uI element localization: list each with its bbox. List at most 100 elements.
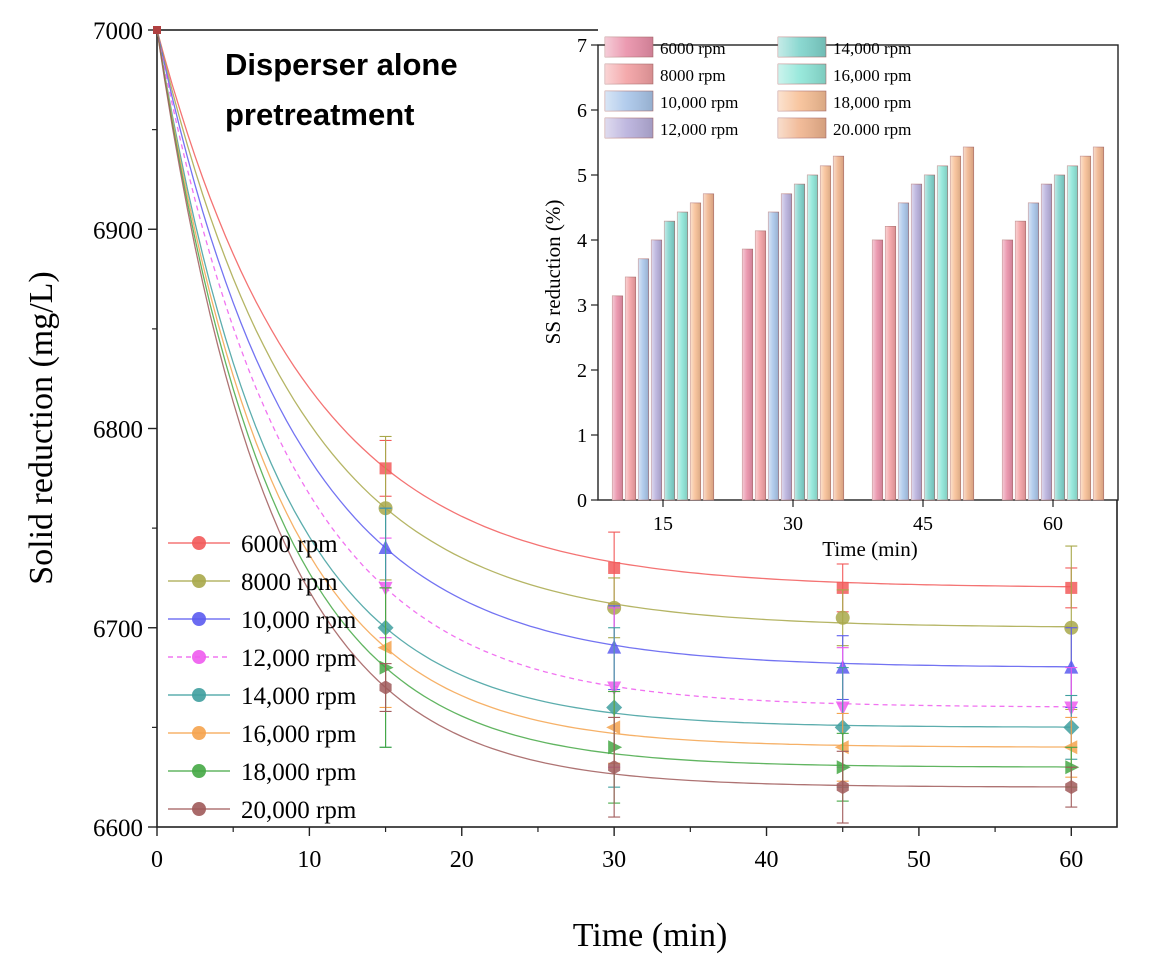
inset-x-tick-label: 15 bbox=[653, 513, 673, 535]
inset-legend-swatch-shade bbox=[778, 37, 826, 57]
inset-bar-shade bbox=[1080, 156, 1091, 500]
main-x-axis-label: Time (min) bbox=[573, 917, 728, 954]
inset-legend-label: 6000 rpm bbox=[660, 39, 726, 58]
inset-bar-shade bbox=[755, 230, 766, 500]
inset-bar-shade bbox=[807, 175, 818, 500]
inset-bar-shade bbox=[1093, 147, 1104, 501]
inset-legend-swatch-shade bbox=[605, 64, 653, 84]
legend-marker bbox=[192, 726, 206, 740]
data-point-series-7 bbox=[836, 760, 851, 775]
inset-bar-shade bbox=[963, 147, 974, 501]
inset-bar-shade bbox=[781, 193, 792, 500]
legend-label: 20,000 rpm bbox=[241, 797, 357, 824]
inset-legend: 6000 rpm 8000 rpm 10,000 rpm 12,000 rpm 14,0… bbox=[604, 36, 911, 139]
inset-x-tick-label: 45 bbox=[913, 513, 933, 535]
inset-legend-swatch-shade bbox=[605, 118, 653, 138]
inset-legend-label: 14,000 rpm bbox=[833, 39, 911, 58]
chart-title-line2: pretreatment bbox=[225, 97, 415, 132]
inset-bar-shade bbox=[625, 277, 636, 500]
inset-bar-shade bbox=[950, 156, 961, 500]
inset-bar-shade bbox=[638, 258, 649, 500]
inset-bar-shade bbox=[924, 175, 935, 500]
data-point-series-3 bbox=[1064, 659, 1079, 674]
y-tick-label: 6600 bbox=[93, 815, 143, 842]
legend-label: 16,000 rpm bbox=[241, 721, 357, 748]
origin-point bbox=[153, 26, 161, 34]
data-point-series-7 bbox=[608, 740, 623, 755]
legend-marker bbox=[192, 764, 206, 778]
inset-bar-shade bbox=[1067, 165, 1078, 500]
inset-y-tick-label: 7 bbox=[577, 35, 587, 57]
main-legend: 6000 rpm 8000 rpm 10,000 rpm 12,000 rpm 14,0… bbox=[168, 531, 357, 824]
inset-y-tick-label: 6 bbox=[577, 100, 587, 122]
data-point-series-1 bbox=[608, 561, 621, 574]
inset-bar-shade bbox=[651, 240, 662, 500]
legend-label: 14,000 rpm bbox=[241, 683, 357, 710]
y-tick-label: 6800 bbox=[93, 417, 143, 444]
x-tick-label: 20 bbox=[450, 847, 474, 873]
inset-bar-shade bbox=[690, 202, 701, 500]
legend-marker bbox=[192, 574, 206, 588]
data-point-series-2 bbox=[835, 610, 850, 625]
legend-marker bbox=[192, 802, 206, 816]
legend-label: 6000 rpm bbox=[241, 531, 338, 558]
inset-x-tick-label: 30 bbox=[783, 513, 803, 535]
inset-bar-shade bbox=[768, 212, 779, 501]
inset-x-tick-label: 60 bbox=[1043, 513, 1063, 535]
inset-bar-shade bbox=[833, 156, 844, 500]
x-tick-label: 50 bbox=[907, 847, 931, 873]
inset-bar-shade bbox=[911, 184, 922, 500]
data-point-series-8 bbox=[608, 760, 621, 775]
data-point-series-8 bbox=[836, 780, 849, 795]
inset-bar-shade bbox=[742, 249, 753, 500]
inset-bar-shade bbox=[794, 184, 805, 500]
y-tick-label: 6900 bbox=[93, 217, 143, 244]
data-point-series-1 bbox=[836, 581, 849, 594]
legend-label: 10,000 rpm bbox=[241, 607, 357, 634]
legend-label: 12,000 rpm bbox=[241, 645, 357, 672]
inset-bar-shade bbox=[1002, 240, 1013, 500]
legend-marker bbox=[192, 650, 206, 664]
data-point-series-6 bbox=[377, 640, 392, 655]
inset-legend-label: 16,000 rpm bbox=[833, 66, 911, 85]
inset-legend-swatch-shade bbox=[605, 37, 653, 57]
inset-y-tick-label: 4 bbox=[577, 230, 587, 252]
inset-y-tick-label: 0 bbox=[577, 490, 587, 512]
inset-legend-label: 8000 rpm bbox=[660, 66, 726, 85]
inset-legend-swatch-shade bbox=[605, 91, 653, 111]
inset-x-axis-label: Time (min) bbox=[822, 537, 917, 561]
legend-label: 8000 rpm bbox=[241, 569, 338, 596]
data-point-series-8 bbox=[379, 680, 392, 695]
inset-y-tick-label: 3 bbox=[577, 295, 587, 317]
main-y-axis-label: Solid reduction (mg/L) bbox=[23, 271, 60, 585]
y-tick-label: 6700 bbox=[93, 616, 143, 643]
chart-title-line1: Disperser alone bbox=[225, 47, 458, 82]
legend-marker bbox=[192, 536, 206, 550]
data-point-series-6 bbox=[834, 740, 849, 755]
inset-legend-label: 10,000 rpm bbox=[660, 93, 738, 112]
inset-legend-label: 12,000 rpm bbox=[660, 120, 738, 139]
inset-legend-swatch-shade bbox=[778, 91, 826, 111]
x-tick-label: 30 bbox=[602, 847, 626, 873]
data-point-series-8 bbox=[1065, 780, 1078, 795]
inset-y-axis-label: SS reduction (%) bbox=[541, 200, 565, 345]
x-tick-label: 60 bbox=[1059, 847, 1083, 873]
inset-bar-shade bbox=[1041, 184, 1052, 500]
inset-bar-shade bbox=[820, 165, 831, 500]
x-tick-label: 0 bbox=[151, 847, 163, 873]
inset-plot-frame bbox=[597, 44, 1119, 501]
inset-bar-shade bbox=[937, 165, 948, 500]
inset-bars bbox=[611, 146, 1105, 501]
inset-bar-shade bbox=[885, 226, 896, 500]
inset-bar-shade bbox=[1054, 175, 1065, 500]
legend-marker bbox=[192, 688, 206, 702]
legend-label: 18,000 rpm bbox=[241, 759, 357, 786]
y-tick-label: 7000 bbox=[93, 18, 143, 45]
inset-bar-shade bbox=[612, 295, 623, 500]
inset-bar-shade bbox=[1015, 221, 1026, 500]
inset-bar-shade bbox=[664, 221, 675, 500]
x-tick-label: 10 bbox=[297, 847, 321, 873]
